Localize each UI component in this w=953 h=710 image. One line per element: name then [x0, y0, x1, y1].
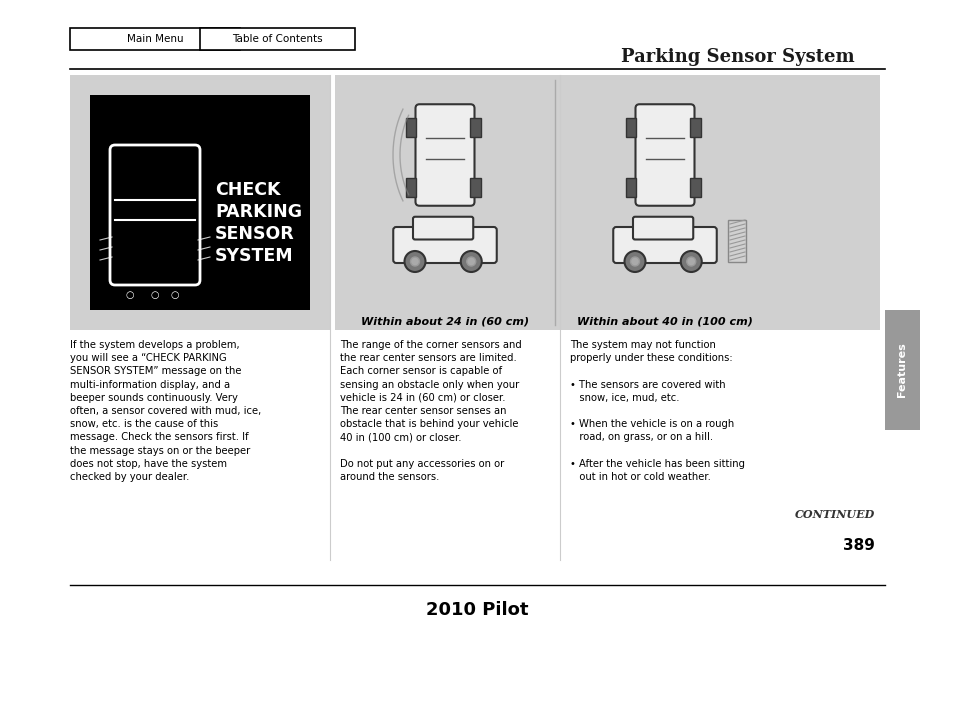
- Text: 2010 Pilot: 2010 Pilot: [425, 601, 528, 619]
- Bar: [884, 310, 919, 430]
- Text: ○: ○: [151, 290, 159, 300]
- Bar: [625, 119, 636, 137]
- Circle shape: [630, 257, 639, 266]
- FancyBboxPatch shape: [416, 104, 474, 206]
- Bar: [200, 28, 355, 50]
- Circle shape: [680, 251, 701, 272]
- Text: Table of Contents: Table of Contents: [232, 34, 322, 44]
- Text: Parking Sensor System: Parking Sensor System: [620, 48, 854, 66]
- Text: CHECK: CHECK: [214, 181, 280, 199]
- Text: Main Menu: Main Menu: [127, 34, 183, 44]
- Text: SENSOR: SENSOR: [214, 225, 294, 243]
- Circle shape: [410, 257, 419, 266]
- Bar: [470, 119, 480, 137]
- Circle shape: [404, 251, 425, 272]
- Text: ○: ○: [126, 290, 134, 300]
- Text: Features: Features: [896, 343, 906, 398]
- Bar: [625, 178, 636, 197]
- FancyBboxPatch shape: [393, 227, 497, 263]
- FancyBboxPatch shape: [613, 227, 716, 263]
- Text: If the system develops a problem,
you will see a “CHECK PARKING
SENSOR SYSTEM” m: If the system develops a problem, you wi…: [70, 340, 261, 482]
- Bar: [470, 178, 480, 197]
- Bar: [405, 119, 416, 137]
- Bar: [90, 95, 310, 310]
- Text: Within about 40 in (100 cm): Within about 40 in (100 cm): [577, 317, 752, 327]
- FancyBboxPatch shape: [413, 217, 473, 239]
- Circle shape: [466, 257, 476, 266]
- Text: 389: 389: [842, 537, 874, 552]
- Bar: [690, 119, 700, 137]
- Bar: [70, 28, 240, 50]
- Bar: [690, 178, 700, 197]
- Circle shape: [460, 251, 481, 272]
- Bar: [70, 75, 330, 330]
- Bar: [335, 75, 879, 330]
- Bar: [727, 220, 745, 262]
- Text: CONTINUED: CONTINUED: [794, 510, 874, 520]
- FancyBboxPatch shape: [635, 104, 694, 206]
- Text: ○: ○: [171, 290, 179, 300]
- Text: Within about 24 in (60 cm): Within about 24 in (60 cm): [360, 317, 529, 327]
- Text: PARKING: PARKING: [214, 203, 302, 221]
- Bar: [405, 178, 416, 197]
- Text: The range of the corner sensors and
the rear center sensors are limited.
Each co: The range of the corner sensors and the …: [339, 340, 521, 482]
- Text: SYSTEM: SYSTEM: [214, 247, 294, 265]
- Circle shape: [686, 257, 695, 266]
- FancyBboxPatch shape: [633, 217, 693, 239]
- Text: The system may not function
properly under these conditions:

• The sensors are : The system may not function properly und…: [569, 340, 744, 482]
- Circle shape: [624, 251, 645, 272]
- FancyBboxPatch shape: [110, 145, 200, 285]
